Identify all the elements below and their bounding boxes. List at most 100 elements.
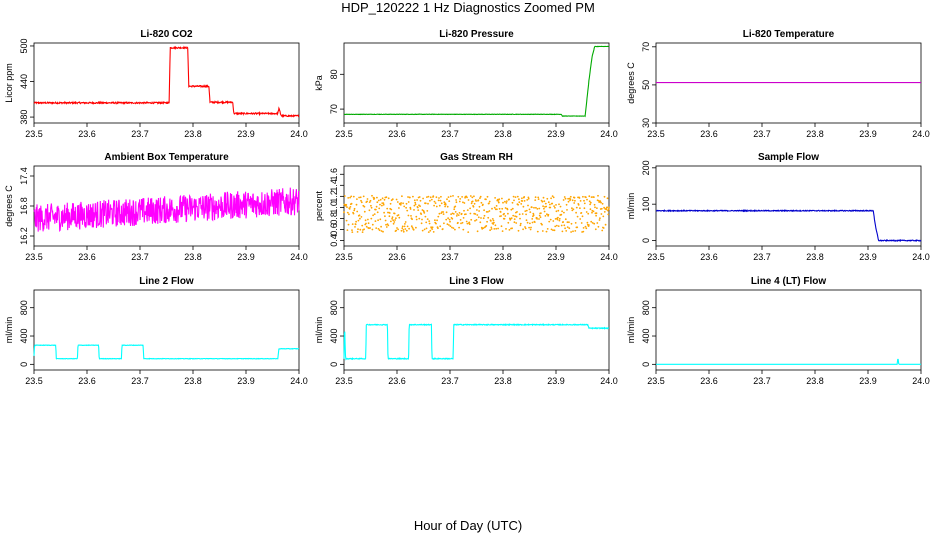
chart-panel: Sample Flow 23.5 23.6 23.7 23.8 23.9 24.0 0 100 2… xyxy=(626,152,930,262)
data-point xyxy=(359,217,361,220)
data-point xyxy=(524,210,527,213)
data-point xyxy=(603,195,606,198)
data-point xyxy=(544,215,547,217)
data-point xyxy=(427,202,429,205)
data-point xyxy=(405,229,408,232)
data-point xyxy=(473,195,475,198)
data-point xyxy=(463,209,465,212)
data-point xyxy=(371,194,373,197)
x-tick-label: 24.0 xyxy=(290,129,308,139)
data-point xyxy=(503,212,505,215)
data-point xyxy=(491,207,493,210)
data-point xyxy=(595,212,598,215)
data-point xyxy=(408,227,410,230)
data-point xyxy=(537,196,540,199)
data-point xyxy=(599,217,601,220)
data-point xyxy=(524,227,527,230)
x-tick-label: 23.7 xyxy=(753,252,771,262)
data-point xyxy=(397,214,400,216)
data-point xyxy=(454,228,456,231)
data-point xyxy=(349,206,352,208)
data-point xyxy=(387,197,390,200)
data-point xyxy=(486,195,489,198)
data-point xyxy=(429,196,432,199)
y-tick-label: 0.8 xyxy=(329,212,339,225)
x-tick-label: 23.8 xyxy=(806,252,824,262)
data-point xyxy=(575,211,577,214)
y-tick-label: 0 xyxy=(641,238,651,243)
data-point xyxy=(447,217,449,220)
data-point xyxy=(413,209,415,211)
data-point xyxy=(353,207,356,210)
data-point xyxy=(419,199,422,202)
data-point xyxy=(521,213,524,215)
data-point xyxy=(550,197,552,200)
data-point xyxy=(345,219,348,222)
series-line xyxy=(655,209,922,243)
data-point xyxy=(363,228,365,231)
data-point xyxy=(479,197,481,200)
data-point xyxy=(465,220,468,223)
data-point xyxy=(353,209,356,212)
data-point xyxy=(567,200,570,203)
data-point xyxy=(470,218,473,221)
data-point xyxy=(461,196,463,198)
data-point xyxy=(583,199,585,202)
data-point xyxy=(399,203,402,206)
data-point xyxy=(384,215,386,218)
data-point xyxy=(527,196,530,199)
data-point xyxy=(503,217,506,220)
data-point xyxy=(588,200,591,203)
data-point xyxy=(390,208,393,211)
data-point xyxy=(546,213,548,216)
data-point xyxy=(400,202,403,204)
data-point xyxy=(566,209,568,211)
x-tick-label: 24.0 xyxy=(912,129,930,139)
data-point xyxy=(356,198,358,201)
data-point xyxy=(603,211,606,213)
data-point xyxy=(487,216,490,219)
data-point xyxy=(445,218,448,221)
data-point xyxy=(421,229,424,232)
data-point xyxy=(520,203,523,205)
data-point xyxy=(466,209,469,212)
data-point xyxy=(371,223,374,226)
data-point xyxy=(368,209,371,212)
data-point xyxy=(567,197,569,200)
data-point xyxy=(519,222,522,225)
panel-title: Ambient Box Temperature xyxy=(104,152,229,163)
y-tick-label: 0 xyxy=(329,362,339,367)
data-point xyxy=(521,200,524,202)
data-point xyxy=(407,201,410,203)
data-point xyxy=(439,225,442,228)
data-point xyxy=(389,202,392,205)
data-point xyxy=(468,221,471,224)
x-tick-label: 23.6 xyxy=(388,252,406,262)
data-point xyxy=(431,226,434,229)
data-point xyxy=(469,195,472,197)
data-point xyxy=(595,214,597,217)
data-point xyxy=(512,214,515,217)
data-point xyxy=(384,219,387,222)
x-tick-label: 23.7 xyxy=(131,252,149,262)
plot-frame xyxy=(33,289,300,371)
data-point xyxy=(585,227,588,230)
data-point xyxy=(580,222,583,224)
data-point xyxy=(543,210,546,213)
data-point xyxy=(381,197,384,200)
x-tick-label: 23.5 xyxy=(335,252,353,262)
data-point xyxy=(367,222,370,225)
data-point xyxy=(543,200,546,203)
y-axis-label: degrees C xyxy=(626,62,636,104)
data-point xyxy=(591,222,594,224)
data-point xyxy=(381,204,383,207)
data-point xyxy=(472,205,475,208)
data-point xyxy=(565,203,568,206)
data-point xyxy=(563,196,566,198)
data-point xyxy=(366,198,369,200)
data-point xyxy=(452,213,455,215)
data-point xyxy=(369,199,372,202)
data-point xyxy=(431,228,434,231)
y-tick-label: 16.8 xyxy=(19,197,29,215)
data-point xyxy=(446,223,449,226)
